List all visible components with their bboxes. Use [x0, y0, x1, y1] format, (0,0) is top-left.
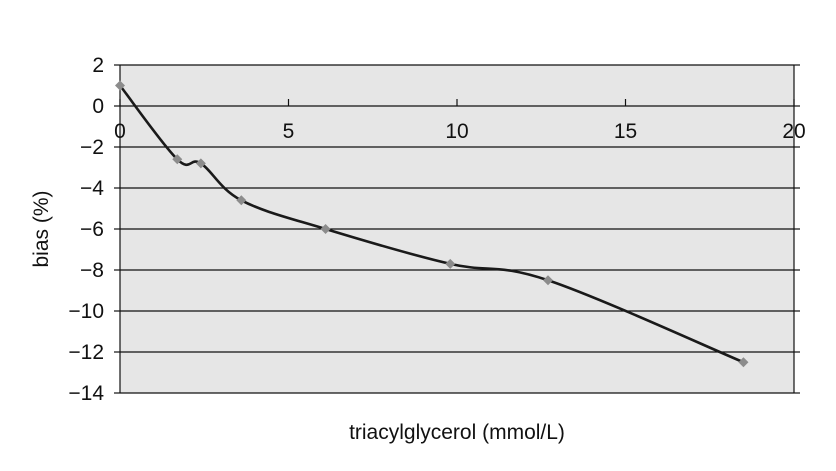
y-tick-label: −14: [68, 382, 104, 405]
y-tick-label: 0: [92, 95, 104, 118]
y-tick-label: −4: [80, 177, 104, 200]
data-point-marker: [236, 195, 247, 206]
data-point-marker: [738, 357, 749, 368]
x-tick-label: 10: [445, 120, 468, 143]
y-axis: 2 0 −2 −4 −6 −8 −10 −12 −14: [68, 54, 800, 405]
y-tick-label: −6: [80, 218, 104, 241]
data-point-marker: [115, 80, 125, 91]
y-tick-label: −10: [68, 300, 104, 323]
y-tick-label: −12: [68, 341, 104, 364]
x-tick-label: 15: [614, 120, 637, 143]
y-axis-title: bias (%): [30, 190, 53, 267]
series: [115, 80, 749, 368]
y-tick-label: −2: [80, 136, 104, 159]
y-tick-label: 2: [92, 54, 104, 77]
data-point-marker: [172, 154, 183, 165]
y-tick-label: −8: [80, 259, 104, 282]
data-point-marker: [542, 275, 553, 286]
x-axis-title: triacylglycerol (mmol/L): [349, 421, 565, 444]
data-point-marker: [195, 158, 206, 169]
x-tick-label: 5: [283, 120, 295, 143]
data-point-marker: [320, 224, 331, 234]
data-point-marker: [445, 258, 456, 269]
